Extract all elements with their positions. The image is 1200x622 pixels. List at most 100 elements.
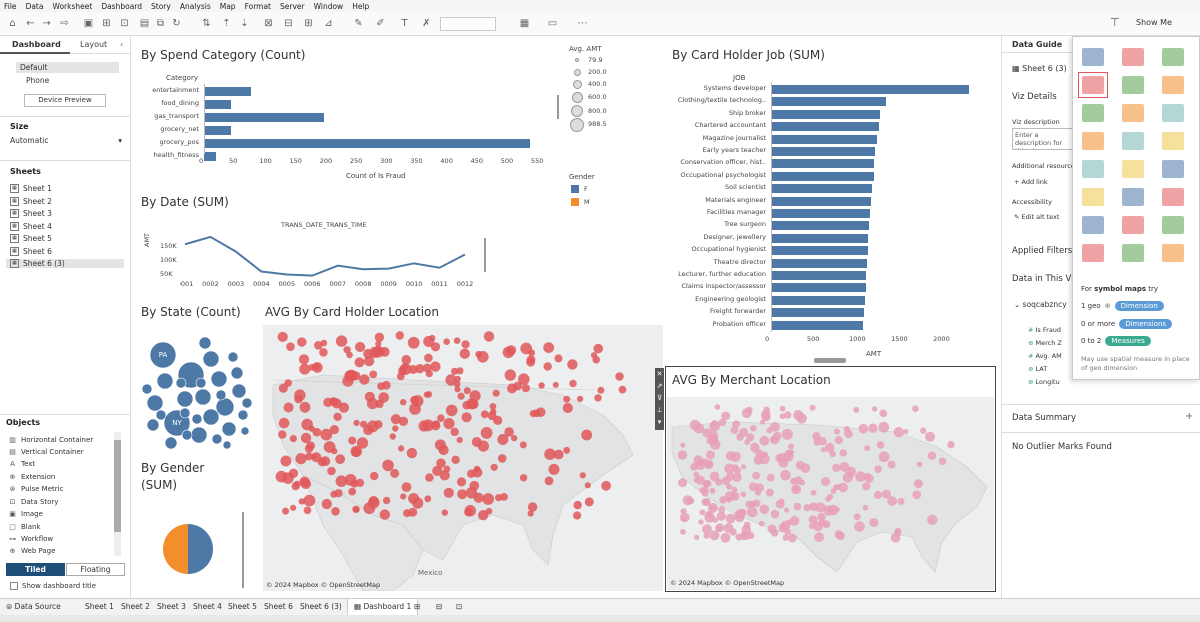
spend-bar[interactable] (204, 139, 530, 148)
location-point[interactable] (374, 332, 385, 342)
location-point[interactable] (451, 455, 460, 464)
chart-type-option-icon[interactable] (1159, 213, 1187, 237)
location-point[interactable] (520, 342, 533, 355)
save-icon[interactable]: ▣ (83, 18, 94, 29)
location-point[interactable] (793, 502, 802, 511)
location-point[interactable] (527, 510, 534, 517)
chart-type-option-icon[interactable] (1159, 45, 1187, 69)
location-point[interactable] (366, 398, 379, 410)
location-point[interactable] (702, 524, 712, 534)
location-point[interactable] (489, 403, 497, 410)
location-point[interactable] (375, 340, 382, 347)
job-bar[interactable] (771, 320, 864, 330)
location-point[interactable] (305, 452, 314, 461)
location-point[interactable] (429, 334, 436, 342)
location-point[interactable] (425, 370, 433, 378)
state-bubble[interactable] (181, 429, 193, 441)
location-point[interactable] (712, 517, 719, 523)
location-point[interactable] (521, 384, 530, 393)
location-point[interactable] (747, 506, 758, 518)
location-point[interactable] (297, 337, 307, 347)
location-point[interactable] (853, 513, 861, 521)
location-point[interactable] (300, 432, 312, 444)
location-point[interactable] (784, 507, 790, 513)
location-point[interactable] (689, 419, 701, 431)
location-point[interactable] (680, 515, 687, 522)
location-point[interactable] (809, 502, 819, 511)
job-bar[interactable] (771, 159, 875, 169)
object-workflow[interactable]: ⊶ Workflow (8, 535, 53, 543)
location-point[interactable] (492, 389, 500, 397)
location-point[interactable] (843, 426, 850, 432)
field-item[interactable]: # Is Fraud (1028, 326, 1061, 334)
location-point[interactable] (319, 348, 328, 357)
location-point[interactable] (335, 454, 345, 465)
location-point[interactable] (741, 464, 746, 470)
sort-asc-icon[interactable]: ⇡ (222, 18, 231, 29)
location-point[interactable] (800, 463, 811, 473)
chart-type-option-icon[interactable] (1119, 129, 1147, 153)
location-point[interactable] (718, 418, 727, 427)
location-point[interactable] (743, 521, 751, 529)
sheet-item[interactable]: ▦ Sheet 6 (10, 247, 52, 256)
chart-type-option-icon[interactable] (1119, 241, 1147, 265)
location-point[interactable] (770, 529, 779, 537)
state-bubble[interactable] (141, 383, 153, 395)
floating-button[interactable]: Floating (66, 563, 125, 576)
job-bar[interactable] (771, 271, 866, 280)
location-point[interactable] (704, 459, 714, 469)
location-point[interactable] (781, 428, 793, 440)
fix-axes-icon[interactable]: ⊿ (324, 18, 333, 29)
location-point[interactable] (769, 436, 776, 443)
location-point[interactable] (434, 439, 446, 451)
location-point[interactable] (513, 381, 523, 391)
location-point[interactable] (724, 463, 735, 474)
location-point[interactable] (454, 375, 461, 383)
location-point[interactable] (853, 406, 860, 413)
menu-format[interactable]: Format (244, 1, 271, 11)
chart-type-option-icon[interactable] (1119, 101, 1147, 125)
state-bubble[interactable] (222, 440, 232, 450)
location-point[interactable] (573, 511, 582, 520)
location-point[interactable] (323, 397, 333, 407)
location-point[interactable] (709, 471, 720, 482)
location-point[interactable] (842, 472, 853, 483)
menu-help[interactable]: Help (352, 1, 370, 11)
location-point[interactable] (752, 471, 761, 480)
chart-type-option-icon[interactable] (1078, 72, 1108, 98)
location-point[interactable] (527, 502, 538, 512)
objects-scrollbar[interactable] (114, 432, 121, 556)
location-point[interactable] (775, 499, 785, 509)
job-bar[interactable] (771, 171, 874, 181)
pause-icon[interactable]: ⊡ (120, 18, 129, 29)
location-point[interactable] (331, 448, 338, 455)
location-point[interactable] (925, 431, 935, 442)
location-point[interactable] (581, 429, 593, 441)
sheet-item[interactable]: ▦ Sheet 2 (10, 197, 52, 206)
location-point[interactable] (283, 402, 294, 413)
location-point[interactable] (368, 496, 379, 506)
field-item[interactable]: ⊕ Longitu (1028, 378, 1060, 386)
location-point[interactable] (834, 436, 843, 445)
location-point[interactable] (821, 477, 831, 486)
viz-description-input[interactable]: Enter a description for this viz (1012, 128, 1077, 150)
menu-file[interactable]: File (4, 1, 17, 11)
location-point[interactable] (746, 433, 755, 442)
location-point[interactable] (709, 420, 720, 432)
location-point[interactable] (864, 472, 871, 479)
location-point[interactable] (779, 405, 786, 412)
location-point[interactable] (695, 460, 706, 471)
location-point[interactable] (408, 507, 418, 517)
job-bar[interactable] (771, 283, 866, 293)
location-point[interactable] (500, 493, 508, 501)
location-point[interactable] (726, 483, 732, 490)
location-point[interactable] (464, 507, 473, 517)
location-point[interactable] (709, 530, 720, 541)
location-point[interactable] (770, 421, 780, 432)
job-bar[interactable] (771, 184, 872, 194)
location-point[interactable] (445, 404, 458, 417)
field-item[interactable]: ⊕ Merch Z (1028, 339, 1062, 347)
highlight-icon[interactable]: ✎ (354, 18, 363, 29)
location-point[interactable] (741, 408, 752, 419)
location-point[interactable] (903, 429, 909, 435)
